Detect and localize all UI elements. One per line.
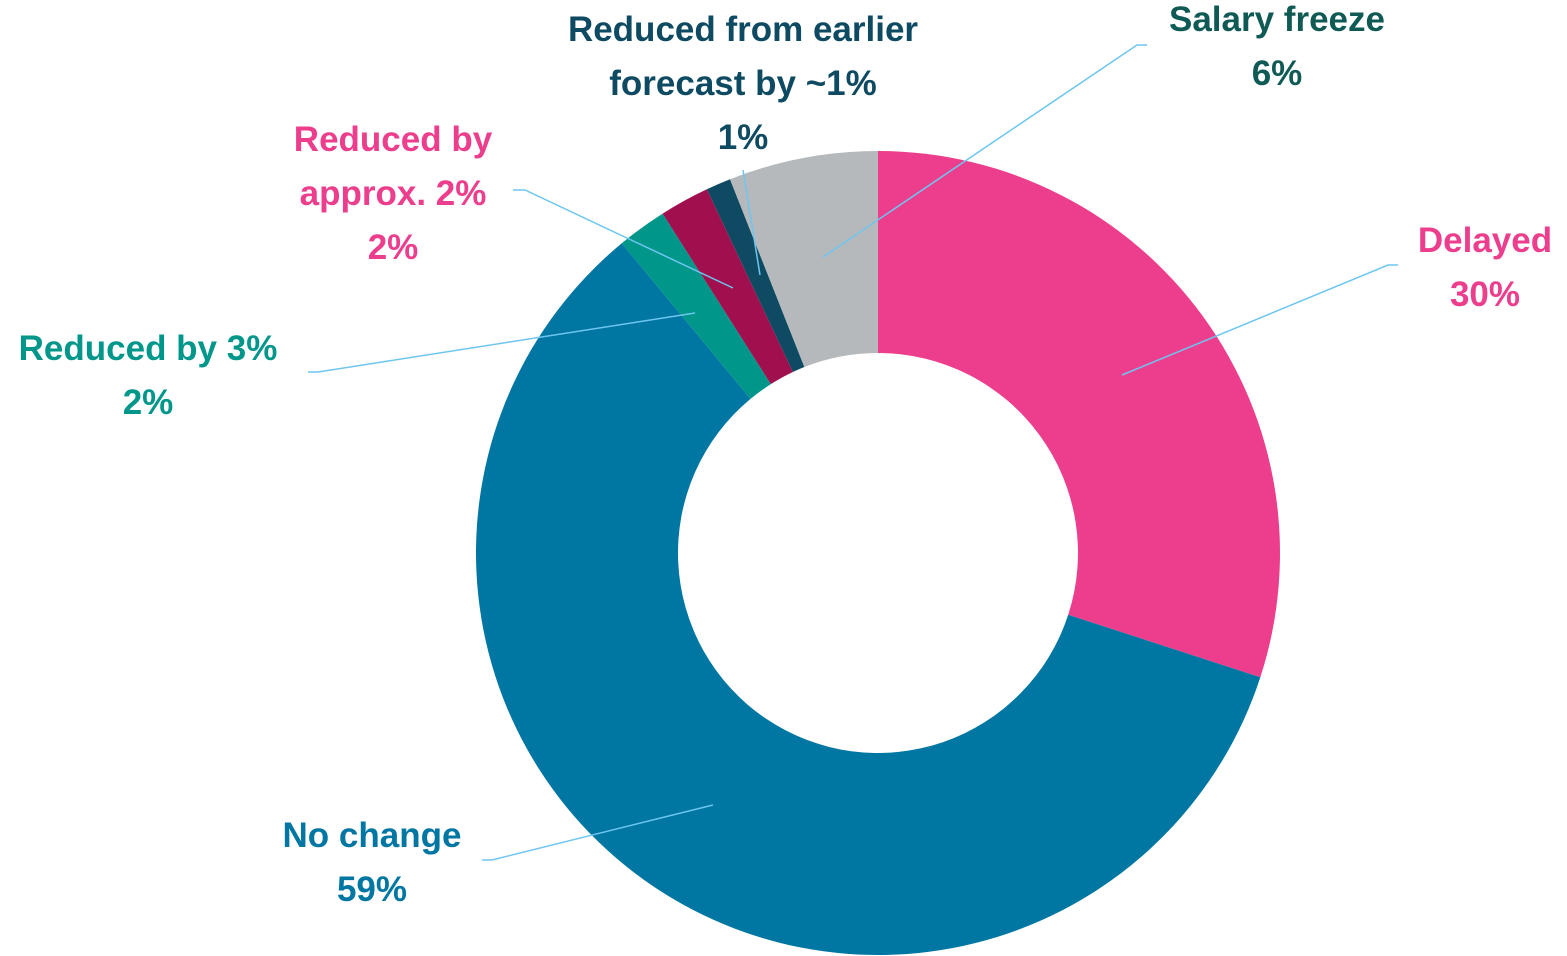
category-label: Delayed [1417, 221, 1553, 260]
value-label: 6% [1251, 54, 1303, 93]
category-label: Reduced from earlier forecast by ~1% [567, 10, 919, 103]
leader-line [482, 804, 714, 861]
slice-label: No change 59% [222, 809, 522, 917]
slice-label: Reduced by 3% 2% [0, 322, 308, 430]
slice [476, 243, 1261, 956]
category-label: Reduced by approx. 2% [293, 120, 493, 213]
category-label: Salary freeze [1169, 0, 1385, 39]
leader-line [822, 44, 1147, 258]
slice [621, 213, 771, 399]
value-label: 59% [336, 870, 408, 909]
slice-label: Salary freeze 6% [1117, 0, 1437, 101]
slice [730, 151, 878, 368]
leader-line [1121, 264, 1398, 376]
category-label: No change [282, 816, 462, 855]
value-label: 2% [122, 383, 174, 422]
leader-line [742, 169, 761, 276]
slice-label: Reduced from earlier forecast by ~1% 1% [523, 3, 963, 165]
slice [878, 151, 1280, 678]
slice-label: Delayed 30% [1335, 214, 1567, 322]
slice [706, 179, 805, 373]
value-label: 30% [1449, 275, 1521, 314]
value-label: 1% [717, 118, 769, 157]
leader-line [513, 189, 734, 289]
slice-label: Reduced by approx. 2% 2% [263, 113, 523, 275]
category-label: Reduced by 3% [18, 329, 278, 368]
leader-line [308, 312, 696, 373]
value-label: 2% [367, 228, 419, 267]
slice [662, 189, 793, 385]
